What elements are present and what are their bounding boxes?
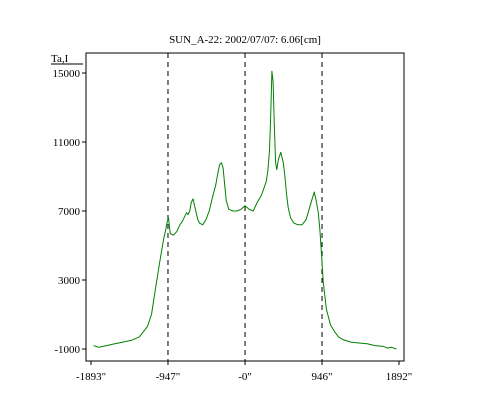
x-tick-label-4: 1892" [386,371,413,383]
reference-lines [167,53,323,361]
x-axis: -1893" -947" -0" 946" 1892" [76,361,412,383]
y-tick-label-2: 7000 [58,206,81,218]
y-tick-label-0: 15000 [53,68,81,80]
y-tick-label-3: 3000 [58,275,81,287]
y-axis: 15000 11000 7000 3000 -1000 [53,68,86,356]
y-tick-label-4: -1000 [54,344,80,356]
y-tick-label-1: 11000 [53,137,81,149]
y-axis-label: Ta,I [51,53,69,65]
series-group [93,70,397,350]
x-tick-label-2: -0" [238,371,252,383]
x-tick-label-1: -947" [156,371,181,383]
series-line-0 [93,70,397,350]
x-tick-label-3: 946" [312,371,333,383]
x-tick-label-0: -1893" [76,371,106,383]
chart-title: SUN_A-22: 2002/07/07: 6.06[cm] [169,34,321,46]
